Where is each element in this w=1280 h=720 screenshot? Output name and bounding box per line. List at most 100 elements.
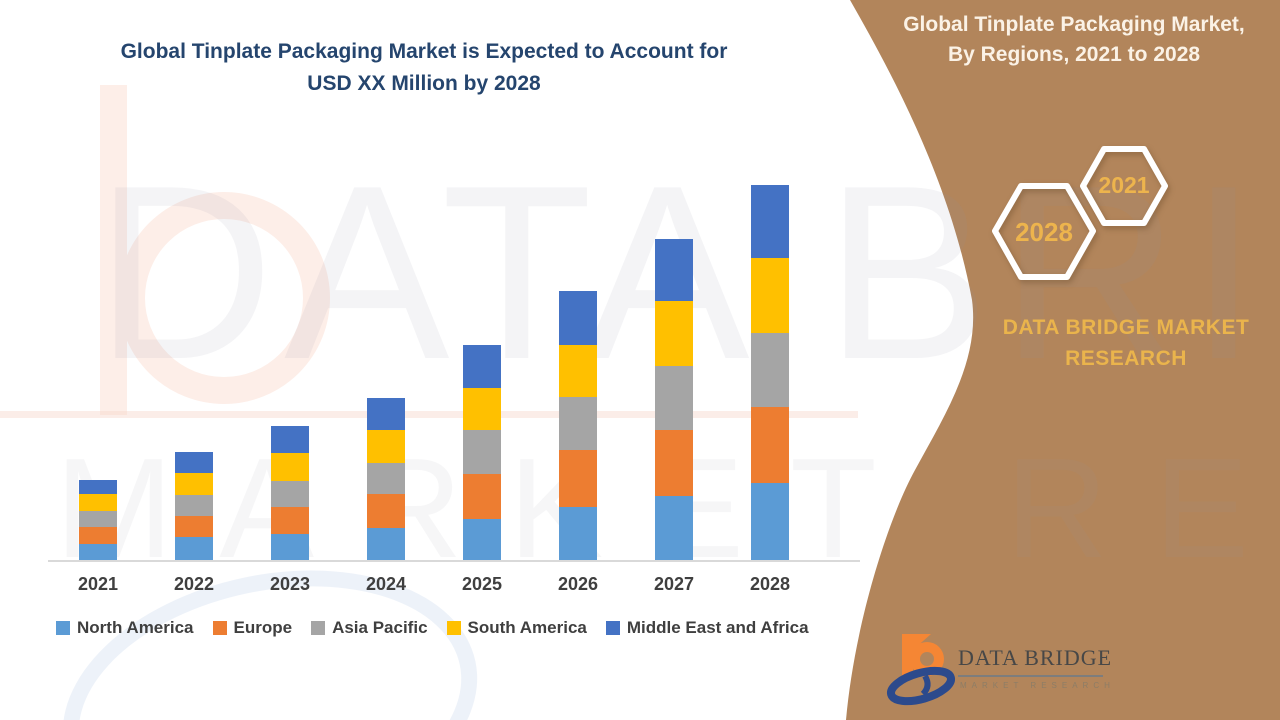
bar-segment-asia-pacific [559,397,597,450]
bar-column-2022 [146,160,242,560]
stacked-bar-2021 [79,480,117,560]
bar-segment-europe [271,507,309,534]
panel-header-line2: By Regions, 2021 to 2028 [947,43,1201,66]
x-axis-label-2023: 2023 [269,574,311,594]
legend-label: North America [77,618,194,637]
legend: North America Europe Asia Pacific South Ame… [56,618,856,638]
plot-area [50,160,818,560]
bar-segment-asia-pacific [175,495,213,516]
hexagon-2021-icon [1080,146,1168,226]
bar-segment-middle-east-and-africa [751,185,789,258]
footer-logo [886,634,956,706]
bar-segment-europe [79,527,117,544]
bar-segment-south-america [463,388,501,430]
stacked-bar-2026 [559,291,597,560]
legend-item: Middle East and Africa [605,618,809,638]
bar-segment-south-america [655,301,693,366]
bar-segment-middle-east-and-africa [559,291,597,345]
stacked-bar-2023 [271,426,309,560]
legend-swatch-icon [212,621,227,635]
bar-segment-europe [559,450,597,507]
bar-segment-middle-east-and-africa [367,398,405,430]
hexagon-badges [992,146,1168,280]
x-axis-label-2024: 2024 [365,574,407,594]
bar-segment-south-america [367,430,405,463]
bar-segment-asia-pacific [79,511,117,527]
bar-segment-asia-pacific [367,463,405,494]
bar-segment-europe [655,430,693,496]
x-axis-line [48,560,860,562]
bar-segment-asia-pacific [463,430,501,474]
legend-swatch-icon [56,621,70,635]
legend-item: South America [446,618,587,638]
legend-label: Asia Pacific [332,618,428,637]
stacked-bar-2027 [655,239,693,560]
hexagon-label-2028: 2028 [1015,217,1073,247]
x-axis-label-2021: 2021 [77,574,119,594]
x-axis-label-2022: 2022 [173,574,215,594]
panel-brand-text: DATA BRIDGE MARKET RESEARCH [1002,316,1250,370]
panel-header: Global Tinplate Packaging Market, By Reg… [878,10,1270,70]
bar-segment-north-america [463,519,501,560]
bar-segment-north-america [751,483,789,560]
bar-column-2028 [722,160,818,560]
watermark-b-logo-icon [100,85,127,415]
bar-segment-south-america [79,494,117,511]
x-axis-labels: 2021 2022 2023 2024 2025 2026 2027 2028 [50,574,818,595]
legend-item: Europe [212,618,293,638]
bar-segment-north-america [367,528,405,560]
chart-title-line2: USD XX Million by 2028 [307,72,541,95]
bar-segment-middle-east-and-africa [271,426,309,453]
footer-logo-swoosh-icon [886,666,956,706]
x-axis-label-2028: 2028 [749,574,791,594]
legend-swatch-icon [605,621,620,635]
bar-segment-europe [175,516,213,537]
chart-title-line1: Global Tinplate Packaging Market is Expe… [120,40,728,63]
right-panel-shape [846,0,1280,720]
bar-segment-asia-pacific [751,333,789,407]
legend-label: South America [467,618,587,637]
bar-segment-north-america [559,507,597,560]
bar-segment-north-america [655,496,693,560]
bar-segment-middle-east-and-africa [79,480,117,494]
legend-item: Asia Pacific [311,618,428,638]
x-axis-label-2026: 2026 [557,574,599,594]
x-axis-label-2027: 2027 [653,574,695,594]
stacked-bar-2022 [175,452,213,560]
hexagon-label-2021: 2021 [1098,172,1150,198]
panel-header-line1: Global Tinplate Packaging Market, [903,13,1245,36]
bar-segment-north-america [271,534,309,560]
bar-segment-europe [463,474,501,519]
watermark-accent-line [0,411,858,418]
legend-label: Middle East and Africa [626,618,809,637]
bar-column-2021 [50,160,146,560]
chart-title: Global Tinplate Packaging Market is Expe… [58,36,790,100]
bar-segment-europe [751,407,789,483]
bar-segment-south-america [271,453,309,481]
stacked-bar-2028 [751,185,789,560]
hexagon-2028-icon [992,183,1096,280]
bar-segment-asia-pacific [271,481,309,507]
footer-brand-tagline: MARKET RESEARCH [960,681,1115,690]
bar-segment-south-america [175,473,213,495]
bar-column-2026 [530,160,626,560]
bar-segment-asia-pacific [655,366,693,430]
bar-column-2023 [242,160,338,560]
stacked-bar-2024 [367,398,405,560]
legend-label: Europe [233,618,293,637]
legend-swatch-icon [311,621,326,635]
bar-segment-middle-east-and-africa [463,345,501,388]
bar-column-2024 [338,160,434,560]
footer-brand-name: DATA BRIDGE [958,645,1111,677]
bar-column-2025 [434,160,530,560]
bar-segment-south-america [751,258,789,333]
bar-segment-middle-east-and-africa [175,452,213,473]
bar-segment-europe [367,494,405,528]
bar-segment-north-america [175,537,213,560]
bar-segment-north-america [79,544,117,560]
bar-segment-south-america [559,345,597,397]
legend-item: North America [56,618,194,638]
legend-swatch-icon [446,621,461,635]
stacked-bar-2025 [463,345,501,560]
